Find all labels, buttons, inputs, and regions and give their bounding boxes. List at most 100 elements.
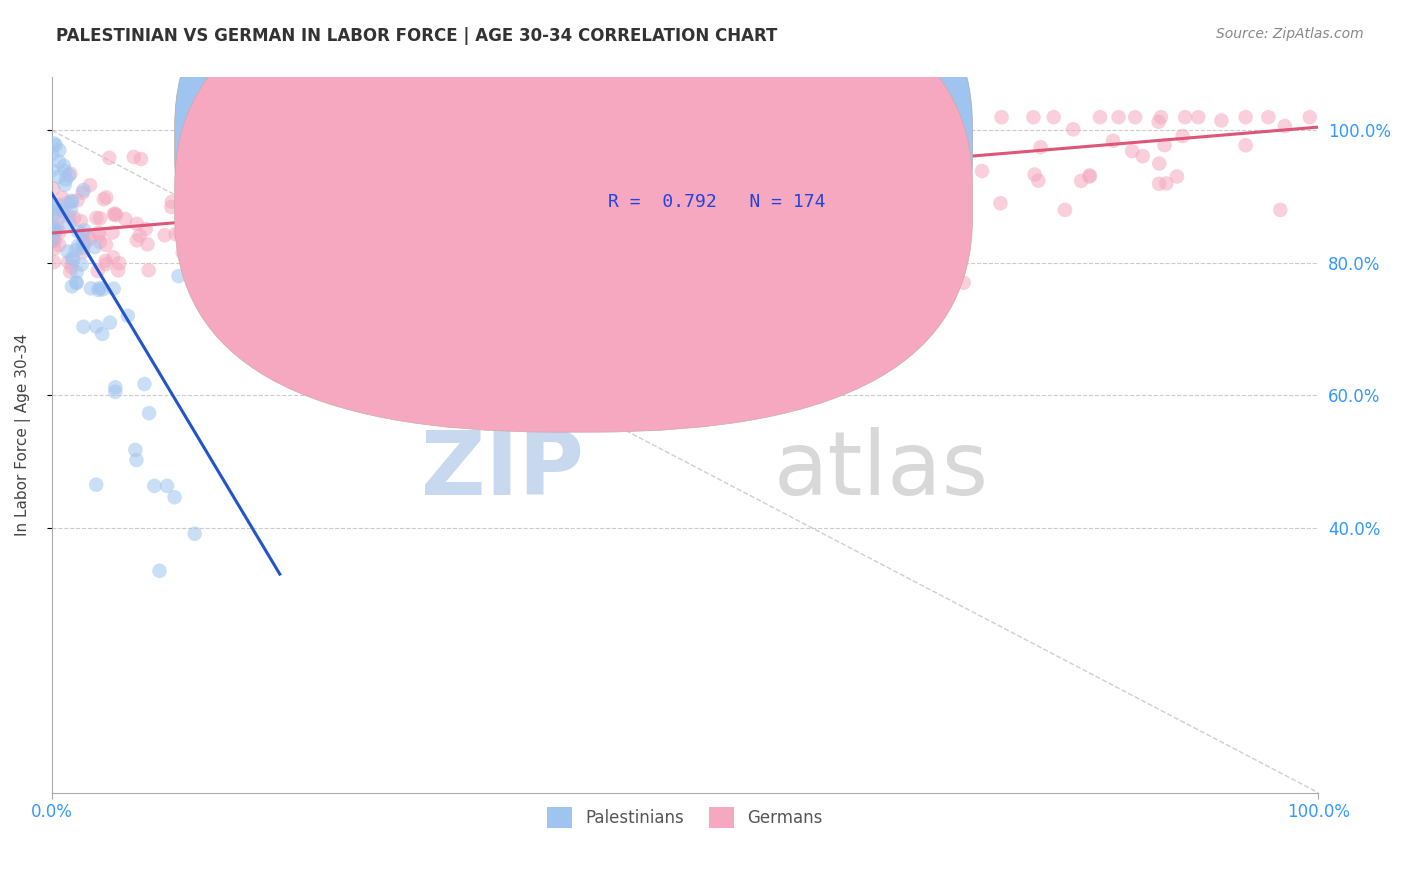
Point (134, 377, 156, 392)
Point (1187, 110, 1209, 124)
Point (1062, 122, 1084, 136)
Point (1234, 110, 1257, 124)
Point (797, 112, 820, 127)
Point (872, 110, 894, 124)
Point (488, 206, 510, 220)
Point (42, 232, 65, 246)
Point (222, 164, 245, 178)
Point (98, 316, 121, 330)
Point (44, 242, 66, 256)
Point (60, 194, 83, 209)
Point (124, 442, 146, 457)
Point (699, 262, 721, 277)
Point (42, 181, 65, 195)
Point (84, 319, 107, 334)
Point (101, 226, 124, 240)
Point (48, 143, 70, 157)
Point (60, 279, 83, 293)
Point (284, 235, 307, 249)
Point (904, 159, 927, 173)
Point (114, 212, 136, 227)
Point (236, 294, 259, 309)
Point (84, 477, 107, 491)
Point (174, 229, 197, 244)
Point (135, 222, 157, 236)
Point (42, 136, 65, 151)
Point (808, 157, 831, 171)
Point (72, 319, 94, 334)
Point (1156, 177, 1178, 191)
Point (94, 238, 117, 252)
Point (79, 178, 101, 193)
Point (73, 236, 96, 251)
Point (65, 276, 87, 290)
Point (76, 228, 98, 243)
Point (89, 211, 111, 226)
Point (48, 226, 70, 240)
Point (59, 265, 82, 279)
Point (451, 230, 474, 244)
Point (51, 191, 73, 205)
Point (89, 235, 111, 249)
Point (48, 238, 70, 252)
Point (201, 287, 224, 301)
Point (259, 249, 281, 263)
Point (628, 156, 651, 170)
Point (65, 265, 87, 279)
Point (598, 204, 620, 219)
Point (65, 243, 87, 257)
Point (60, 260, 83, 274)
Point (1274, 119, 1296, 133)
Point (235, 197, 257, 211)
Point (718, 251, 741, 265)
Point (1211, 113, 1233, 128)
Point (186, 179, 208, 194)
Point (484, 212, 506, 227)
Point (73, 223, 96, 237)
Point (41, 147, 63, 161)
Point (72, 241, 94, 255)
Text: R = -0.348   N =  63: R = -0.348 N = 63 (607, 133, 825, 151)
Point (108, 256, 131, 270)
Point (668, 153, 690, 167)
Point (67, 225, 90, 239)
Point (42, 255, 65, 269)
Point (1088, 110, 1111, 124)
Point (1257, 110, 1279, 124)
Point (1022, 110, 1045, 124)
Point (117, 309, 139, 323)
Point (89, 281, 111, 295)
Point (93, 192, 115, 206)
Point (1053, 202, 1076, 217)
Point (72, 235, 94, 250)
Point (184, 260, 207, 275)
Point (156, 479, 179, 493)
Point (153, 228, 176, 243)
Point (817, 110, 839, 124)
Point (63, 211, 86, 225)
Point (803, 110, 825, 124)
Point (842, 155, 865, 169)
Point (357, 197, 380, 211)
Point (851, 164, 873, 178)
Point (623, 216, 645, 230)
Point (699, 150, 721, 164)
Point (797, 147, 820, 161)
Point (198, 199, 221, 213)
Point (544, 179, 567, 194)
Point (183, 526, 205, 541)
Text: R =  0.792   N = 174: R = 0.792 N = 174 (607, 193, 825, 211)
Y-axis label: In Labor Force | Age 30-34: In Labor Force | Age 30-34 (15, 334, 31, 536)
Point (1147, 156, 1170, 170)
Point (454, 197, 477, 211)
FancyBboxPatch shape (174, 0, 973, 433)
Point (165, 227, 187, 242)
Point (42, 219, 65, 234)
Point (1102, 134, 1125, 148)
Text: atlas: atlas (773, 427, 988, 515)
Point (46, 169, 69, 184)
Point (970, 164, 993, 178)
Point (267, 293, 290, 308)
Point (593, 212, 616, 227)
Point (648, 213, 671, 227)
